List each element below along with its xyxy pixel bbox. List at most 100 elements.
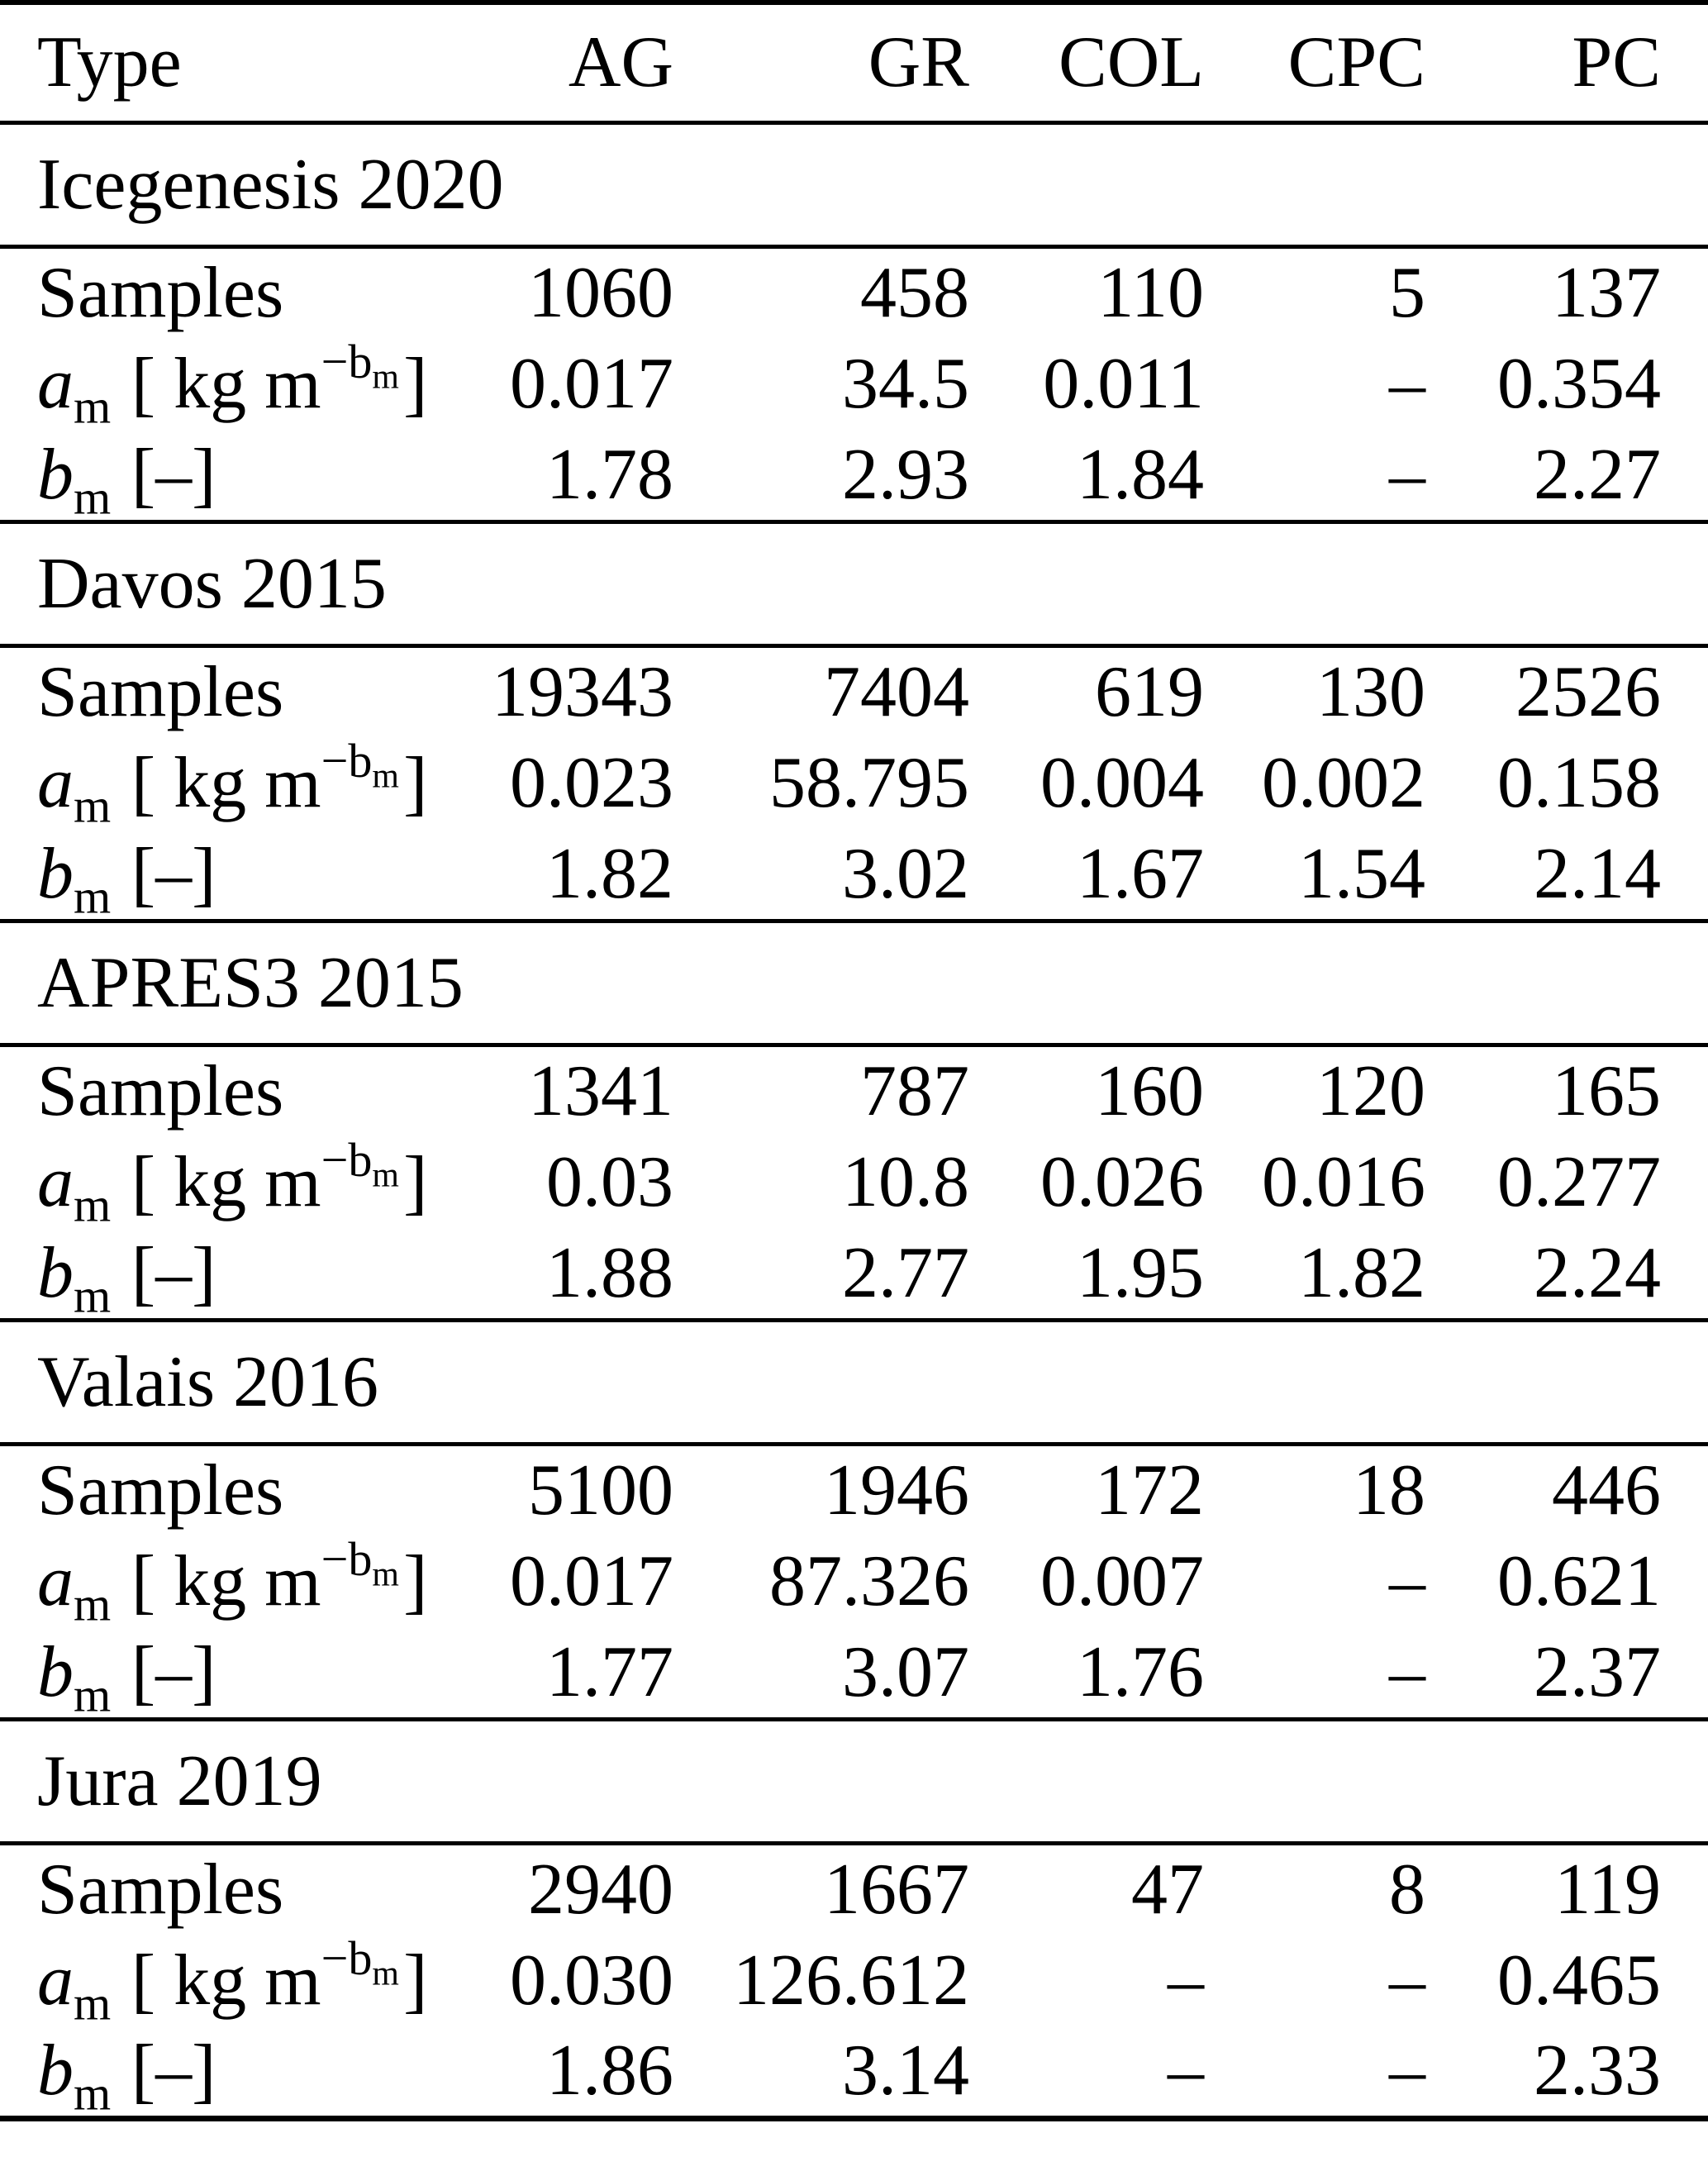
var-a-sub: m	[74, 1577, 112, 1631]
exp-sub: m	[372, 757, 399, 796]
unit-exponent: −bm	[321, 1532, 399, 1592]
value-cell: 2.24	[1534, 1232, 1661, 1313]
value-cell: 160	[1095, 1051, 1204, 1132]
value-cell: 87.326	[769, 1541, 969, 1621]
value-cell: –	[1389, 434, 1425, 515]
value-cell: –	[1168, 2031, 1204, 2111]
value-cell: 0.026	[1040, 1142, 1204, 1222]
value-cell: 446	[1552, 1450, 1661, 1531]
row-label-samples: Samples	[37, 1051, 284, 1132]
value-cell: –	[1389, 1631, 1425, 1712]
value-cell: –	[1168, 1940, 1204, 2021]
section-title-row: APRES3 2015	[0, 921, 1708, 1045]
value-cell: 1946	[824, 1450, 969, 1531]
unit-open: [ kg m	[131, 743, 321, 823]
table-row: bm [–] 1.82 3.02 1.67 1.54 2.14	[0, 829, 1708, 921]
table-row: Samples 2940 1667 47 8 119	[0, 1843, 1708, 1935]
value-cell: 0.017	[510, 344, 673, 424]
column-header-cpc: CPC	[1287, 22, 1425, 103]
table-row: Samples 19343 7404 619 130 2526	[0, 645, 1708, 737]
value-cell: 172	[1095, 1450, 1204, 1531]
unit-exponent: −bm	[321, 1133, 399, 1193]
unit-b: [–]	[131, 2031, 216, 2111]
value-cell: 0.03	[546, 1142, 673, 1222]
exp-sub: m	[372, 1954, 399, 1993]
value-cell: 5100	[528, 1450, 673, 1531]
table-row: bm [–] 1.88 2.77 1.95 1.82 2.24	[0, 1228, 1708, 1320]
unit-close: ]	[403, 1142, 428, 1222]
row-label-am: am[ kg m−bm]	[0, 1133, 427, 1229]
var-b: b	[37, 1232, 74, 1313]
value-cell: –	[1389, 344, 1425, 424]
unit-b: [–]	[131, 434, 216, 515]
table-row: Samples 1341 787 160 120 165	[0, 1045, 1708, 1136]
column-header-gr: GR	[868, 22, 969, 103]
value-cell: 0.277	[1497, 1142, 1661, 1222]
value-cell: 8	[1389, 1850, 1425, 1931]
exp-minus-b: −b	[321, 1931, 373, 1985]
row-label-am: am[ kg m−bm]	[0, 335, 427, 431]
value-cell: 120	[1316, 1051, 1425, 1132]
value-cell: 126.612	[733, 1940, 969, 2021]
row-label-bm: bm [–]	[0, 1228, 413, 1320]
measurement-parameters-table: Type AG GR COL CPC PC Icegenesis 2020 Sa…	[0, 0, 1708, 2121]
var-b-sub: m	[74, 2066, 112, 2121]
value-cell: 0.030	[510, 1940, 673, 2021]
exp-minus-b: −b	[321, 335, 373, 388]
value-cell: 1060	[528, 253, 673, 334]
var-a: a	[37, 1940, 74, 2021]
table-row: am[ kg m−bm] 0.03 10.8 0.026 0.016 0.277	[0, 1133, 1708, 1229]
table-row: am[ kg m−bm] 0.023 58.795 0.004 0.002 0.…	[0, 734, 1708, 830]
unit-open: [ kg m	[131, 1940, 321, 2021]
value-cell: 1341	[528, 1051, 673, 1132]
value-cell: 1.54	[1298, 833, 1425, 914]
value-cell: 18	[1353, 1450, 1425, 1531]
var-b-sub: m	[74, 1668, 112, 1722]
var-a-sub: m	[74, 778, 112, 833]
value-cell: 0.007	[1040, 1541, 1204, 1621]
value-cell: 0.621	[1497, 1541, 1661, 1621]
var-a: a	[37, 1541, 74, 1621]
var-a: a	[37, 344, 74, 424]
row-label-bm: bm [–]	[0, 430, 413, 521]
row-label-samples: Samples	[37, 1450, 284, 1531]
value-cell: 0.017	[510, 1541, 673, 1621]
column-header-col: COL	[1059, 22, 1204, 103]
exp-minus-b: −b	[321, 1532, 373, 1586]
value-cell: 1.78	[546, 434, 673, 515]
unit-close: ]	[403, 1940, 428, 2021]
var-a: a	[37, 1142, 74, 1222]
var-a-sub: m	[74, 1976, 112, 2031]
value-cell: 787	[860, 1051, 969, 1132]
var-b: b	[37, 2031, 74, 2111]
unit-b: [–]	[131, 1232, 216, 1313]
value-cell: 0.011	[1043, 344, 1204, 424]
unit-exponent: −bm	[321, 335, 399, 394]
row-label-bm: bm [–]	[0, 829, 413, 921]
value-cell: 137	[1552, 253, 1661, 334]
unit-exponent: −bm	[321, 734, 399, 793]
table-row: am[ kg m−bm] 0.017 34.5 0.011 – 0.354	[0, 335, 1708, 431]
value-cell: 0.016	[1262, 1142, 1425, 1222]
row-label-samples: Samples	[37, 253, 284, 334]
value-cell: 1.77	[546, 1631, 673, 1712]
value-cell: 1.95	[1077, 1232, 1204, 1313]
value-cell: 1.86	[546, 2031, 673, 2111]
value-cell: 619	[1095, 652, 1204, 733]
section-title: Valais 2016	[37, 1341, 379, 1422]
section-title-row: Jura 2019	[0, 1719, 1708, 1843]
value-cell: 1.84	[1077, 434, 1204, 515]
row-label-am: am[ kg m−bm]	[0, 1934, 427, 2027]
var-b: b	[37, 1631, 74, 1712]
value-cell: 3.02	[842, 833, 969, 914]
value-cell: 0.023	[510, 743, 673, 823]
value-cell: 0.158	[1497, 743, 1661, 823]
value-cell: 1.82	[1298, 1232, 1425, 1313]
value-cell: 19343	[492, 652, 673, 733]
value-cell: 2.27	[1534, 434, 1661, 515]
value-cell: 2.77	[842, 1232, 969, 1313]
exp-sub: m	[372, 358, 399, 397]
unit-close: ]	[403, 1541, 428, 1621]
value-cell: 7404	[824, 652, 969, 733]
row-label-am: am[ kg m−bm]	[0, 734, 427, 830]
